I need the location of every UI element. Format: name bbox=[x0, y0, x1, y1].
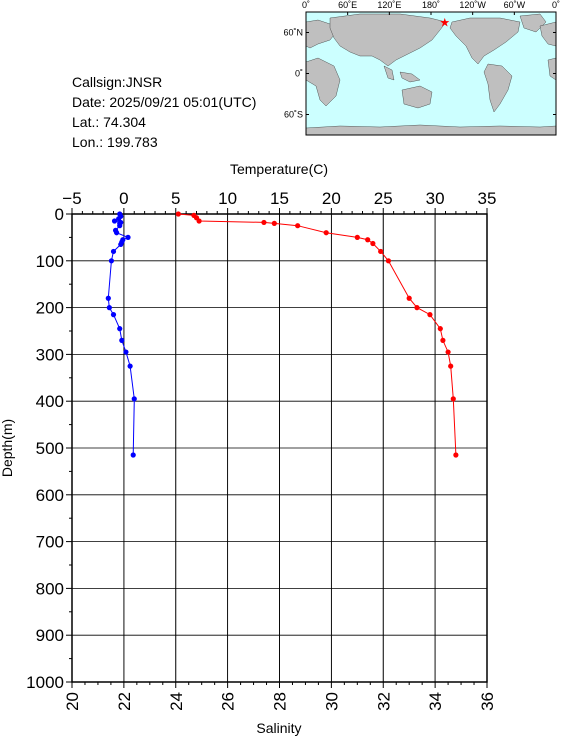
grid bbox=[71, 213, 488, 683]
map-lon-label: 180˚ bbox=[422, 0, 440, 10]
salinity-data-point bbox=[196, 218, 202, 224]
temperature-data-point bbox=[118, 241, 124, 248]
map-lon-label: 120˚W bbox=[459, 0, 486, 10]
salinity-data-point bbox=[295, 223, 301, 229]
temperature-tick-label: 30 bbox=[426, 189, 445, 208]
salinity-data-point bbox=[445, 349, 451, 355]
salinity-data-point bbox=[385, 258, 392, 264]
station-marker-icon: ★ bbox=[439, 16, 450, 30]
depth-tick-label: 900 bbox=[36, 626, 64, 645]
map-lon-label: 60˚W bbox=[504, 0, 526, 10]
salinity-data-point bbox=[175, 211, 181, 217]
map-ticks bbox=[305, 12, 557, 115]
salinity-data-point bbox=[378, 248, 384, 255]
salinity-tick-label: 30 bbox=[322, 692, 341, 711]
temperature-tick-labels: −5 0 5 10 15 20 25 30 35 bbox=[62, 189, 496, 208]
salinity-tick-label: 24 bbox=[167, 692, 186, 711]
map-lon-label: 60˚E bbox=[338, 0, 357, 10]
salinity-data-point bbox=[261, 219, 267, 226]
salinity-data-point bbox=[414, 305, 420, 311]
temperature-data-point bbox=[130, 452, 136, 458]
salinity-data-point bbox=[365, 237, 371, 243]
depth-tick-label: 500 bbox=[36, 439, 64, 458]
temperature-tick-label: 10 bbox=[218, 189, 237, 208]
map-latitude-labels: 60˚N 0˚ 60˚S bbox=[283, 28, 303, 120]
temperature-tick-label: 15 bbox=[270, 189, 289, 208]
salinity-data-point bbox=[448, 363, 454, 369]
station-info: Callsign:JNSR Date: 2025/09/21 05:01(UTC… bbox=[72, 74, 256, 150]
map-lon-label: 0˚ bbox=[302, 0, 310, 10]
temperature-data-point bbox=[119, 337, 125, 343]
salinity-data-point bbox=[453, 452, 459, 458]
depth-tick-label: 300 bbox=[36, 345, 64, 364]
salinity-data-point bbox=[354, 234, 360, 240]
depth-tick-label: 600 bbox=[36, 486, 64, 505]
world-map-inset: 0˚ 60˚E 120˚E 180˚ 120˚W 60˚W 0˚ 60˚N 0˚ 60˚S ★ bbox=[283, 0, 560, 136]
salinity-tick-label: 34 bbox=[426, 692, 445, 711]
salinity-data-point bbox=[427, 312, 433, 318]
salinity-tick-label: 36 bbox=[478, 692, 497, 711]
temperature-tick-label: 20 bbox=[322, 189, 341, 208]
depth-tick-label: 400 bbox=[36, 392, 64, 411]
salinity-tick-label: 20 bbox=[63, 692, 82, 711]
depth-tick-label: 700 bbox=[36, 533, 64, 552]
salinity-tick-label: 28 bbox=[271, 692, 290, 711]
salinity-data-point bbox=[406, 295, 412, 301]
depth-tick-labels: 0 100 200 300 400 500 600 700 800 900 1000 bbox=[26, 205, 64, 692]
temperature-tick-label: 0 bbox=[119, 189, 128, 208]
temperature-data-point bbox=[106, 305, 112, 311]
map-lat-label: 0˚ bbox=[295, 69, 303, 79]
map-land bbox=[305, 13, 557, 136]
map-longitude-labels: 0˚ 60˚E 120˚E 180˚ 120˚W 60˚W 0˚ bbox=[302, 0, 560, 10]
depth-axis-title: Depth(m) bbox=[0, 419, 15, 477]
temperature-tick-label: 25 bbox=[374, 189, 393, 208]
salinity-tick-labels: 20 22 24 26 28 30 32 34 36 bbox=[63, 692, 497, 711]
salinity-data-point bbox=[271, 220, 277, 226]
depth-tick-label: 800 bbox=[36, 579, 64, 598]
temperature-tick-label: 5 bbox=[171, 189, 180, 208]
temperature-data-point bbox=[117, 223, 123, 229]
salinity-tick-label: 32 bbox=[374, 692, 393, 711]
lon-text: Lon.: 199.783 bbox=[72, 134, 158, 150]
salinity-tick-label: 26 bbox=[219, 692, 238, 711]
temperature-data-point bbox=[131, 396, 137, 402]
map-lon-label: 120˚E bbox=[377, 0, 401, 10]
depth-tick-label: 200 bbox=[36, 299, 64, 318]
temperature-tick-label: −5 bbox=[62, 189, 81, 208]
salinity-data-point bbox=[370, 240, 376, 247]
salinity-data-point bbox=[440, 337, 446, 343]
temperature-data-point bbox=[111, 218, 118, 224]
lat-text: Lat.: 74.304 bbox=[72, 114, 146, 130]
temperature-data-point bbox=[110, 248, 117, 255]
profile-plot: −5 0 5 10 15 20 25 30 35 20 22 24 26 28 30 32 34 36 0100… bbox=[0, 161, 497, 736]
date-text: Date: 2025/09/21 05:01(UTC) bbox=[72, 94, 256, 110]
temperature-data-point bbox=[105, 295, 111, 301]
salinity-data-point bbox=[437, 326, 443, 332]
temperature-data-point bbox=[114, 230, 120, 236]
depth-tick-label: 100 bbox=[36, 252, 64, 271]
temperature-tick-label: 35 bbox=[478, 189, 497, 208]
temperature-data-point bbox=[123, 349, 129, 355]
temperature-data-point bbox=[125, 234, 131, 240]
salinity-data-point bbox=[450, 396, 456, 402]
map-lon-label: 0˚ bbox=[552, 0, 560, 10]
station-marker-layer: ★ bbox=[439, 16, 450, 30]
temperature-data-point bbox=[110, 312, 117, 318]
axis-ticks bbox=[66, 208, 488, 688]
map-lat-label: 60˚S bbox=[284, 110, 303, 120]
temperature-data-point bbox=[117, 326, 123, 332]
salinity-profile-line bbox=[178, 213, 457, 456]
map-lat-label: 60˚N bbox=[283, 28, 303, 38]
temperature-data-point bbox=[127, 363, 133, 369]
temperature-axis-title: Temperature(C) bbox=[230, 161, 328, 177]
salinity-axis-title: Salinity bbox=[256, 720, 301, 736]
salinity-tick-label: 22 bbox=[115, 692, 134, 711]
callsign-text: Callsign:JNSR bbox=[72, 74, 162, 90]
temperature-data-point bbox=[108, 258, 115, 264]
series-layer bbox=[105, 211, 459, 458]
depth-tick-label: 1000 bbox=[26, 673, 64, 692]
depth-tick-label: 0 bbox=[55, 205, 64, 224]
salinity-data-point bbox=[323, 230, 329, 236]
